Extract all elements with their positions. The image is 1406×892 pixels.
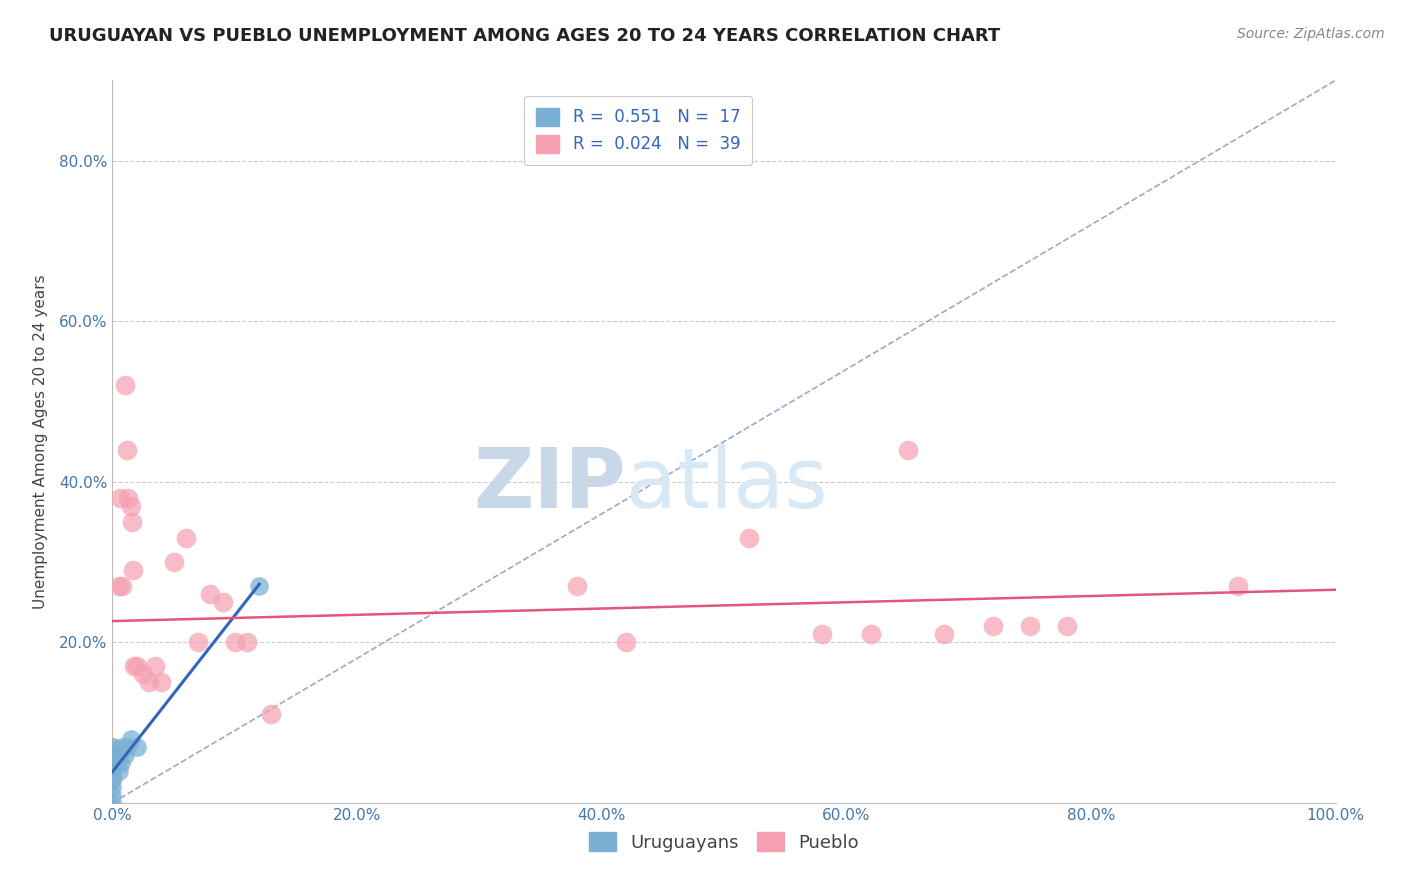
Point [163,555,186,569]
Point [101,796,124,810]
Point [1226,579,1249,593]
Point [211,595,233,609]
Point [101,772,124,786]
Point [614,635,637,649]
Point [811,627,834,641]
Point [101,739,124,754]
Point [101,764,124,778]
Point [224,635,246,649]
Point [105,756,128,770]
Point [174,531,197,545]
Point [104,747,127,762]
Point [200,587,222,601]
Point [107,747,129,762]
Point [101,756,124,770]
Point [859,627,882,641]
Point [236,635,259,649]
Point [122,563,145,577]
Point [981,619,1004,633]
Point [143,659,166,673]
Point [124,659,146,673]
Point [115,739,138,754]
Point [737,531,759,545]
Point [934,627,956,641]
Point [108,491,131,505]
Point [120,731,142,746]
Text: ZIP: ZIP [474,444,626,525]
Text: atlas: atlas [626,444,828,525]
Point [101,764,124,778]
Point [101,739,124,754]
Point [1018,619,1040,633]
Point [110,756,132,770]
Point [117,491,139,505]
Point [125,739,148,754]
Point [107,764,129,778]
Point [260,707,283,722]
Point [111,579,134,593]
Point [567,579,589,593]
Point [114,378,136,392]
Point [111,739,134,754]
Text: URUGUAYAN VS PUEBLO UNEMPLOYMENT AMONG AGES 20 TO 24 YEARS CORRELATION CHART: URUGUAYAN VS PUEBLO UNEMPLOYMENT AMONG A… [49,27,1001,45]
Y-axis label: Unemployment Among Ages 20 to 24 years: Unemployment Among Ages 20 to 24 years [32,274,48,609]
Point [101,747,124,762]
Point [132,667,155,681]
Point [187,635,209,649]
Point [125,659,148,673]
Point [120,499,142,513]
Point [101,780,124,794]
Legend: Uruguayans, Pueblo: Uruguayans, Pueblo [582,824,866,859]
Point [138,675,160,690]
Point [115,442,138,457]
Point [101,788,124,802]
Point [107,579,129,593]
Point [247,579,270,593]
Point [114,747,136,762]
Point [121,515,143,529]
Point [1056,619,1078,633]
Point [101,772,124,786]
Point [897,442,920,457]
Text: Source: ZipAtlas.com: Source: ZipAtlas.com [1237,27,1385,41]
Point [150,675,173,690]
